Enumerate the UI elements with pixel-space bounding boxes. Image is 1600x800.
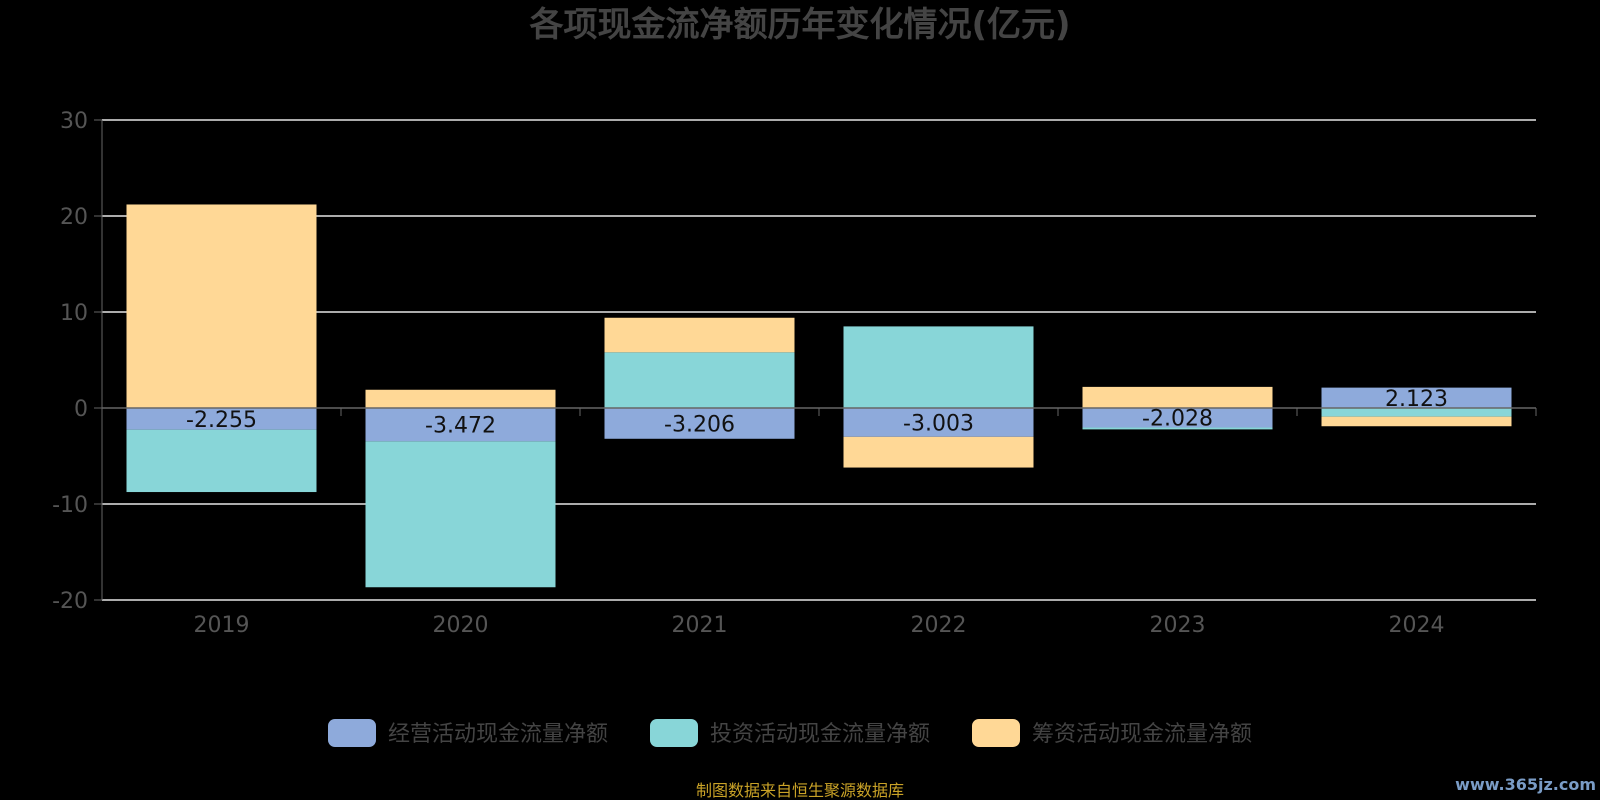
data-label: -3.472 — [425, 414, 496, 439]
bar-2021-series-1 — [604, 408, 795, 439]
watermark: www.365jz.com — [1455, 775, 1596, 794]
y-tick-label: 0 — [74, 397, 88, 422]
y-tick-label: -20 — [52, 589, 88, 614]
y-tick-label: -10 — [52, 493, 88, 518]
data-labels: -2.255 -3.472 -3.206 -3.003 -2.028 2.123 — [186, 387, 1448, 439]
y-tick-label: 10 — [60, 301, 88, 326]
bar-2021-series-3 — [604, 317, 795, 353]
grid-lines — [102, 119, 1536, 601]
bar-2022-series-2 — [843, 326, 1034, 408]
legend[interactable]: 经营活动现金流量净额 投资活动现金流量净额 筹资活动现金流量净额 — [328, 719, 1252, 747]
data-label: -3.003 — [903, 411, 974, 436]
source-note: 制图数据来自恒生聚源数据库 — [696, 781, 904, 800]
legend-swatch — [650, 719, 698, 747]
legend-label: 筹资活动现金流量净额 — [1032, 722, 1252, 747]
x-tick-label: 2024 — [1389, 613, 1445, 638]
bar-2021-series-2 — [604, 352, 795, 408]
bar-series — [126, 204, 1512, 588]
data-label: -2.255 — [186, 408, 257, 433]
bar-2023-series-3 — [1082, 386, 1273, 408]
bar-2023-series-2 — [1082, 427, 1273, 430]
legend-item-2[interactable]: 投资活动现金流量净额 — [650, 719, 930, 747]
legend-label: 投资活动现金流量净额 — [710, 722, 930, 747]
axes: 30 20 10 0 -10 -20 2019 2020 2021 2022 2023 2024 — [52, 109, 1537, 638]
legend-item-1[interactable]: 经营活动现金流量净额 — [328, 719, 608, 747]
legend-label: 经营活动现金流量净额 — [388, 722, 608, 747]
bar-2020-series-3 — [365, 389, 556, 408]
legend-item-3[interactable]: 筹资活动现金流量净额 — [972, 719, 1252, 747]
bar-2020-series-1 — [365, 408, 556, 442]
y-tick-label: 20 — [60, 205, 88, 230]
bar-2020-series-2 — [365, 441, 556, 588]
x-tick-label: 2019 — [194, 613, 250, 638]
legend-swatch — [328, 719, 376, 747]
bar-2019-series-1 — [126, 408, 317, 430]
bar-2024-series-3 — [1321, 416, 1512, 427]
bar-2019-series-2 — [126, 429, 317, 493]
bar-2024-series-2 — [1321, 408, 1512, 417]
bar-2022-series-1 — [843, 408, 1034, 437]
bar-2022-series-3 — [843, 436, 1034, 468]
data-label: -3.206 — [664, 412, 735, 437]
chart-title: 各项现金流净额历年变化情况(亿元) — [529, 5, 1070, 45]
bar-2019-series-3 — [126, 204, 317, 408]
data-label: 2.123 — [1385, 387, 1448, 412]
x-tick-label: 2023 — [1150, 613, 1206, 638]
y-tick-label: 30 — [60, 109, 88, 134]
bar-2023-series-1 — [1082, 408, 1273, 428]
data-label: -2.028 — [1142, 407, 1213, 432]
legend-swatch — [972, 719, 1020, 747]
x-tick-label: 2020 — [433, 613, 489, 638]
x-tick-label: 2021 — [672, 613, 728, 638]
x-tick-label: 2022 — [911, 613, 967, 638]
bar-2024-series-1 — [1321, 387, 1512, 408]
